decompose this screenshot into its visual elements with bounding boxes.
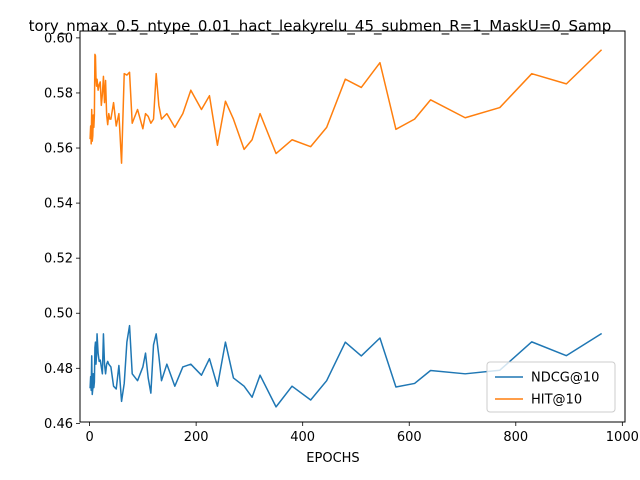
- y-axis: 0.46 0.48 0.50 0.52 0.54 0.56 0.58 0.60: [44, 31, 80, 432]
- chart-title: tory_nmax_0.5_ntype_0.01_hact_leakyrelu_…: [29, 17, 612, 36]
- y-tick-label: 0.46: [44, 417, 73, 432]
- plot-frame: [79, 30, 626, 423]
- legend: NDCG@10 HIT@10: [486, 361, 616, 413]
- legend-label-0: NDCG@10: [531, 371, 599, 386]
- y-tick-label: 0.56: [44, 142, 73, 157]
- x-tick-label: 0: [85, 430, 93, 445]
- x-axis: 0 200 400 600 800 1000: [85, 422, 639, 445]
- y-tick-label: 0.48: [44, 362, 73, 377]
- x-tick-label: 1000: [606, 430, 639, 445]
- y-tick-label: 0.54: [44, 197, 73, 212]
- x-axis-label: EPOCHS: [306, 451, 359, 466]
- series-line-1: [89, 49, 603, 164]
- x-tick-label: 600: [397, 430, 422, 445]
- series-lines: [89, 49, 603, 408]
- x-tick-label: 800: [503, 430, 528, 445]
- legend-label-1: HIT@10: [531, 393, 582, 408]
- y-tick-label: 0.58: [44, 86, 73, 101]
- x-tick-label: 200: [184, 430, 209, 445]
- y-tick-label: 0.52: [44, 252, 73, 267]
- series-line-0: [89, 324, 603, 408]
- y-tick-label: 0.60: [44, 31, 73, 46]
- x-tick-label: 400: [290, 430, 315, 445]
- y-tick-label: 0.50: [44, 307, 73, 322]
